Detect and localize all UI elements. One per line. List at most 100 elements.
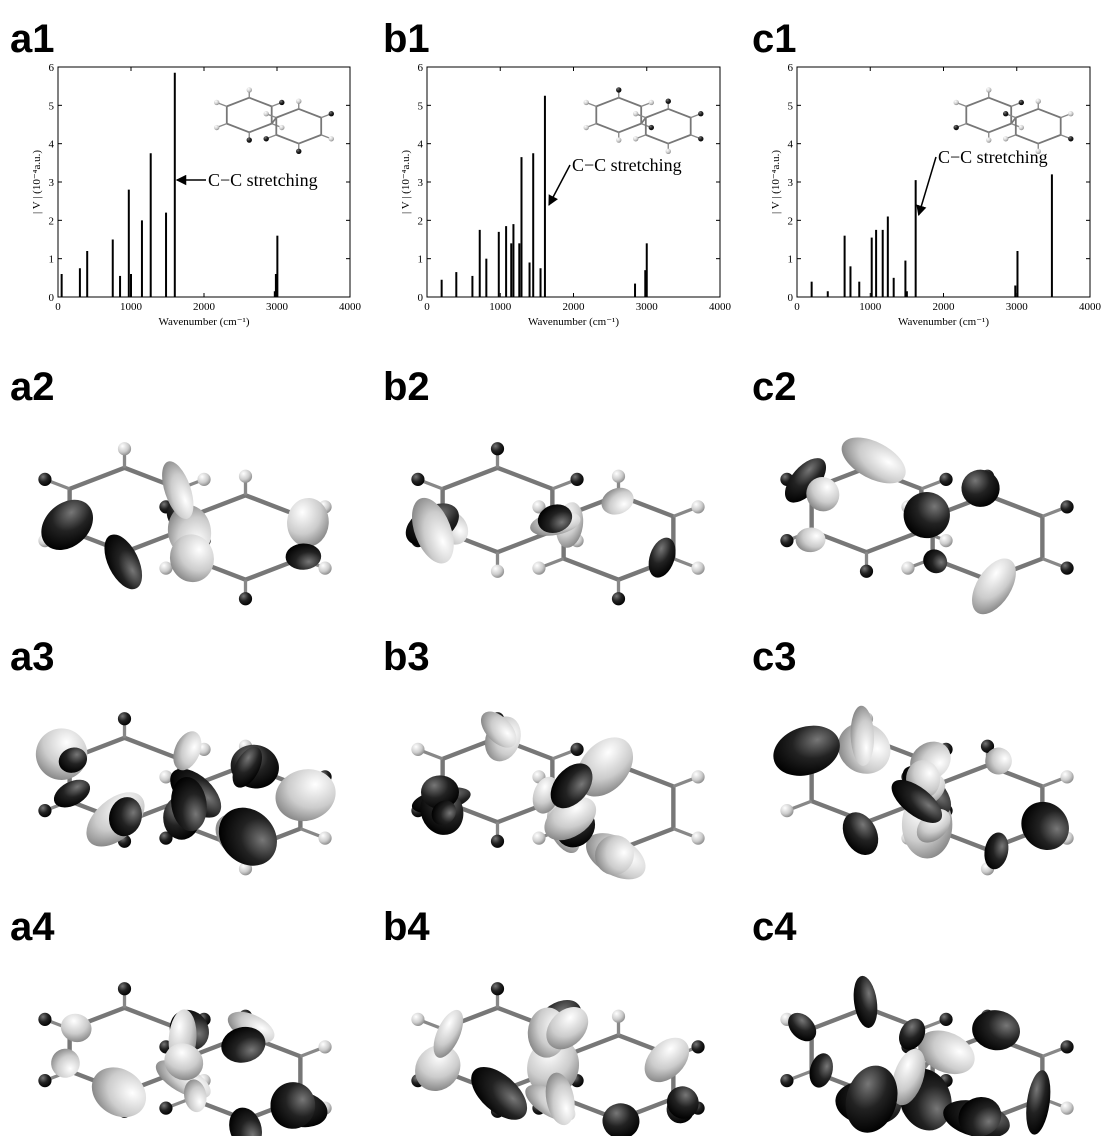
atom xyxy=(665,98,671,104)
atom xyxy=(648,124,654,131)
bond xyxy=(1037,108,1062,119)
atom xyxy=(490,982,505,996)
bond xyxy=(248,96,273,108)
orbital-lobe xyxy=(218,807,277,866)
atom xyxy=(980,739,995,753)
orbital-lobe xyxy=(644,1037,690,1083)
orbital-lobe xyxy=(958,1096,1002,1136)
bond xyxy=(618,96,642,108)
x-axis-label: Wavenumber (cm⁻¹) xyxy=(159,316,250,328)
atom xyxy=(246,137,252,143)
atom xyxy=(263,136,269,142)
molecule xyxy=(583,87,704,155)
chart: c1 0 1000 2000 3000 4000 0 1 2 3 4 5 6 Wavenumber (cm… xyxy=(752,17,1102,328)
atom xyxy=(263,111,269,117)
atom xyxy=(1060,1101,1074,1115)
atom xyxy=(532,500,546,514)
orbital-lobe xyxy=(221,1026,266,1063)
panel-label: a4 xyxy=(10,905,55,949)
orbital-lobe xyxy=(60,1013,92,1043)
orbital-lobe xyxy=(842,812,879,856)
atom xyxy=(953,124,959,131)
bond xyxy=(667,108,692,119)
atom xyxy=(214,99,220,106)
atom xyxy=(38,1012,52,1026)
annotation-arrow xyxy=(916,156,937,217)
bond xyxy=(123,735,181,761)
atom xyxy=(583,124,589,131)
panel-label: b3 xyxy=(383,635,430,679)
atom xyxy=(901,561,915,575)
molecule xyxy=(780,975,1074,1136)
x-axis-label: Wavenumber (cm⁻¹) xyxy=(528,316,619,328)
y-tick-label: 2 xyxy=(49,215,55,227)
orbital-lobe xyxy=(287,497,329,547)
y-tick-label: 0 xyxy=(788,292,794,304)
orbital-lobe xyxy=(53,779,91,808)
bond xyxy=(618,122,642,134)
atom xyxy=(117,982,132,996)
x-tick-label: 3000 xyxy=(1006,301,1029,313)
atom xyxy=(1060,500,1074,514)
x-tick-label: 2000 xyxy=(933,301,956,313)
atom xyxy=(616,87,622,93)
x-tick-label: 4000 xyxy=(339,301,362,313)
atom xyxy=(986,87,992,93)
y-tick-label: 6 xyxy=(418,62,424,74)
atom xyxy=(411,1012,425,1026)
orbital-lobe xyxy=(961,469,1000,507)
bond xyxy=(1015,134,1039,145)
atom xyxy=(296,148,302,155)
bond xyxy=(986,493,1044,519)
atom xyxy=(780,1074,794,1088)
atom xyxy=(238,862,253,876)
orbital-lobe xyxy=(41,499,94,550)
orbital-lobe xyxy=(850,705,875,766)
y-tick-label: 3 xyxy=(49,177,55,189)
atom xyxy=(159,561,173,575)
orbital-lobe xyxy=(918,1030,975,1075)
atom xyxy=(1003,111,1009,117)
molecule xyxy=(780,437,1074,615)
atom xyxy=(611,1009,626,1023)
atom xyxy=(1035,148,1041,155)
orbital-lobe xyxy=(923,549,948,574)
atom xyxy=(986,137,992,143)
atom xyxy=(698,111,704,117)
orbital-lobe xyxy=(104,534,143,590)
orbital-lobe xyxy=(903,492,950,539)
bond xyxy=(298,134,322,145)
panel-label: b4 xyxy=(383,905,430,949)
orbital-lobe xyxy=(985,747,1012,775)
molecule xyxy=(773,705,1074,876)
atom xyxy=(691,831,705,845)
atom xyxy=(159,831,173,845)
atom xyxy=(1060,561,1074,575)
atom xyxy=(532,561,546,575)
atom xyxy=(1060,1040,1074,1054)
orbital-lobe xyxy=(480,711,517,748)
panel-label: b2 xyxy=(383,365,430,409)
orbital-lobe xyxy=(232,746,263,788)
orbital-lobe xyxy=(411,497,454,564)
molecule xyxy=(411,711,705,880)
atom xyxy=(532,831,546,845)
atom xyxy=(611,469,626,483)
atom xyxy=(633,111,639,117)
orbital-lobe xyxy=(1021,801,1069,851)
y-tick-label: 5 xyxy=(49,100,55,112)
bond xyxy=(270,117,278,125)
bond xyxy=(496,465,554,491)
orbital-lobe xyxy=(91,1067,147,1118)
atom xyxy=(246,87,252,93)
orbital-lobe xyxy=(420,775,459,809)
orbital-lobe xyxy=(601,487,634,515)
bond xyxy=(1010,117,1017,125)
atom xyxy=(214,124,220,131)
y-tick-label: 4 xyxy=(418,139,424,151)
atom xyxy=(1003,136,1009,142)
atom xyxy=(197,472,211,486)
orbital-lobe xyxy=(275,769,336,822)
atom xyxy=(583,99,589,106)
orbital-lobe xyxy=(545,1072,575,1126)
